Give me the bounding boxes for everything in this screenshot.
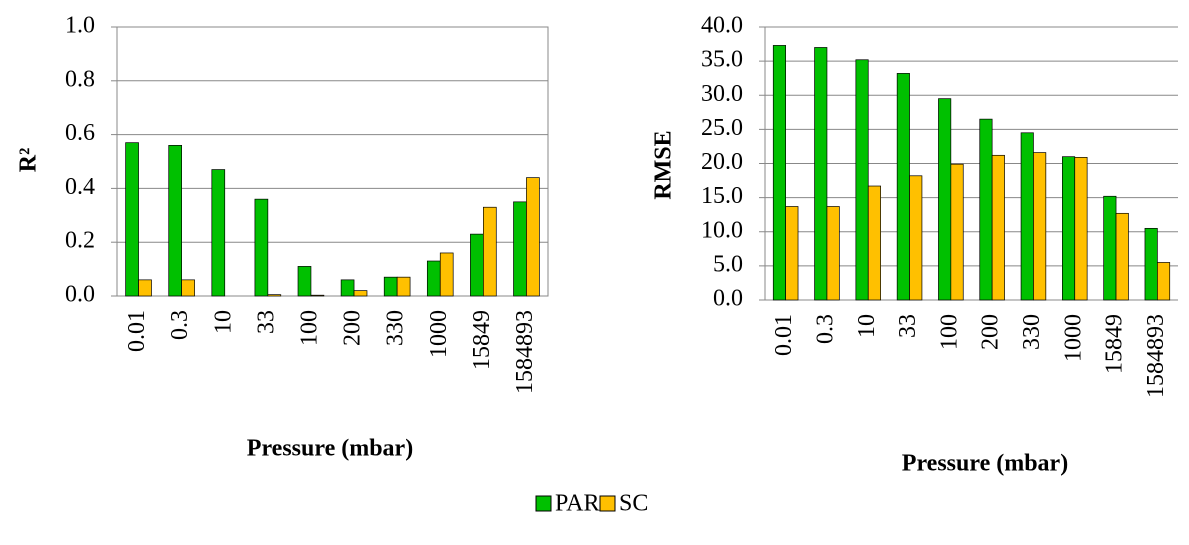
x-tick-label: 1000 — [426, 310, 452, 358]
plot-frame — [116, 26, 549, 297]
bar — [353, 290, 368, 297]
bar — [979, 118, 993, 301]
bar — [826, 206, 840, 301]
legend-swatch — [599, 495, 616, 512]
bar — [138, 279, 152, 297]
x-tick-label: 33 — [895, 314, 921, 338]
x-tick-label: 15849 — [469, 310, 495, 370]
x-tick-label: 10 — [854, 314, 880, 338]
x-tick-label: 0.3 — [167, 310, 193, 340]
bar — [772, 45, 787, 301]
bar — [211, 169, 226, 297]
bar — [1074, 157, 1088, 301]
y-axis-title: RMSE — [651, 130, 677, 199]
x-tick-label: 1584893 — [512, 310, 538, 394]
x-tick-label: 33 — [253, 310, 279, 334]
bar — [125, 142, 139, 297]
x-tick-label: 0.3 — [812, 314, 838, 344]
bar — [310, 294, 325, 297]
bar — [340, 279, 355, 297]
x-tick-label: 200 — [978, 314, 1004, 350]
bar — [991, 154, 1005, 301]
legend-swatch — [535, 495, 552, 512]
bar — [439, 252, 454, 297]
y-tick-label: 0.0 — [65, 282, 95, 308]
y-tick-label: 0.0 — [713, 286, 743, 312]
y-tick-label: 15.0 — [701, 183, 743, 209]
x-tick-label: 330 — [383, 310, 409, 346]
x-tick-label: 200 — [340, 310, 366, 346]
bar — [855, 59, 869, 301]
x-tick-label: 330 — [1019, 314, 1045, 350]
bar — [1103, 195, 1117, 301]
bar — [1115, 212, 1129, 301]
bar — [867, 185, 881, 301]
y-tick-label: 0.2 — [65, 228, 95, 254]
bar — [513, 201, 527, 297]
bar — [909, 175, 923, 301]
bar — [1144, 227, 1158, 301]
bar — [526, 177, 540, 297]
bar — [1020, 132, 1034, 301]
y-tick-label: 35.0 — [701, 47, 743, 73]
bar — [950, 163, 964, 301]
legend-label: SC — [619, 491, 648, 517]
y-tick-label: 40.0 — [701, 13, 743, 39]
bar — [383, 276, 398, 297]
x-axis-title: Pressure (mbar) — [902, 451, 1068, 477]
bar — [1033, 152, 1047, 301]
bar — [785, 206, 799, 301]
y-tick-label: 5.0 — [713, 251, 743, 277]
y-tick-label: 10.0 — [701, 217, 743, 243]
bar — [896, 73, 910, 301]
y-tick-label: 1.0 — [65, 13, 95, 39]
x-tick-label: 0.01 — [124, 310, 150, 352]
bar — [297, 266, 312, 297]
x-tick-label: 10 — [210, 310, 236, 334]
bar — [814, 47, 828, 301]
bar — [254, 198, 269, 297]
bar — [470, 233, 484, 297]
x-tick-label: 1000 — [1060, 314, 1086, 362]
x-tick-label: 100 — [296, 310, 322, 346]
x-tick-label: 0.01 — [771, 314, 797, 356]
y-tick-label: 20.0 — [701, 149, 743, 175]
y-tick-label: 25.0 — [701, 115, 743, 141]
bar — [426, 260, 441, 297]
bar — [181, 279, 195, 297]
y-tick-label: 0.6 — [65, 120, 95, 146]
y-tick-label: 0.8 — [65, 66, 95, 92]
legend-label: PAR — [555, 491, 599, 517]
bar — [168, 145, 183, 297]
x-tick-label: 1584893 — [1143, 314, 1169, 398]
x-tick-label: 15849 — [1102, 314, 1128, 374]
bar — [1156, 262, 1171, 301]
x-tick-label: 100 — [936, 314, 962, 350]
y-axis-title: R² — [16, 148, 42, 173]
bar — [396, 276, 411, 297]
bar — [267, 294, 282, 297]
y-tick-label: 0.4 — [65, 174, 95, 200]
bar — [1062, 156, 1076, 301]
bar — [483, 206, 497, 297]
bar — [938, 98, 952, 301]
y-tick-label: 30.0 — [701, 81, 743, 107]
x-axis-title: Pressure (mbar) — [247, 436, 413, 462]
